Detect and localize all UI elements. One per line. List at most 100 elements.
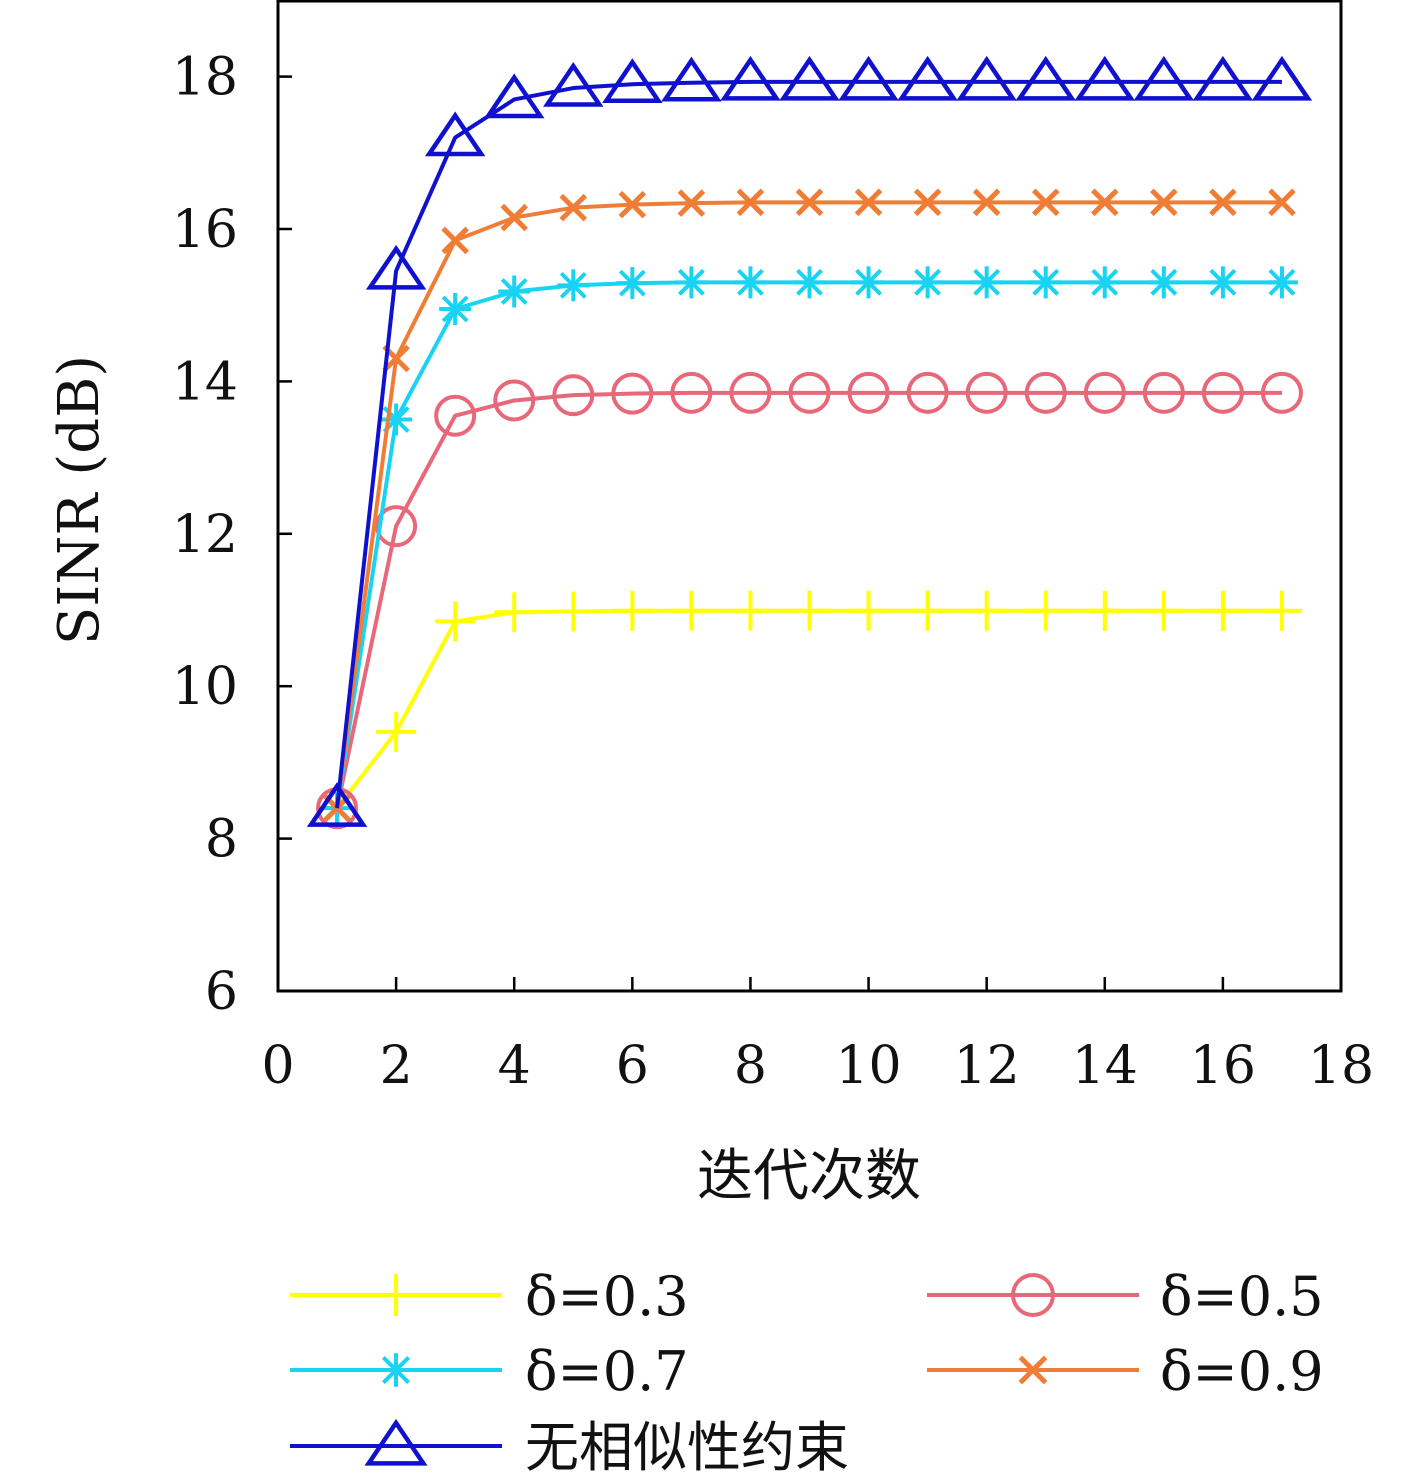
triangle-marker — [424, 111, 486, 157]
star-marker — [1265, 266, 1298, 299]
legend-item: δ=0.7 — [290, 1340, 689, 1403]
legend-label: δ=0.9 — [1160, 1340, 1324, 1403]
legend-label: 无相似性约束 — [525, 1416, 849, 1479]
y-tick-label: 16 — [172, 200, 238, 260]
triangle-marker — [779, 55, 840, 101]
x-marker — [1018, 1355, 1048, 1385]
plus-marker — [612, 590, 653, 631]
circle-marker — [1142, 371, 1185, 414]
y-axis-title: SINR (dB) — [47, 355, 112, 645]
series-line — [335, 280, 1282, 809]
star-marker — [734, 266, 767, 299]
legend-item: δ=0.9 — [927, 1340, 1324, 1403]
triangle-marker — [1251, 55, 1313, 101]
plus-marker — [375, 1274, 417, 1316]
star-marker — [1029, 266, 1062, 299]
x-tick-label: 0 — [261, 1036, 294, 1096]
circle-marker — [670, 371, 713, 414]
circle-marker — [847, 371, 890, 414]
circle-marker — [375, 505, 418, 548]
series-3 — [323, 188, 1296, 822]
x-tick-label: 6 — [616, 1036, 649, 1096]
circle-marker — [906, 371, 949, 414]
series-1 — [316, 371, 1303, 830]
circle-marker — [1260, 371, 1303, 414]
series-line — [335, 79, 1282, 809]
triangle-marker — [364, 1418, 428, 1466]
x-tick-label: 10 — [835, 1036, 901, 1096]
triangle-marker — [661, 56, 722, 102]
legend: δ=0.3 δ=0.5 δ=0.7 δ=0.9 无相似性约束 — [290, 1265, 1324, 1479]
circle-marker — [1011, 1273, 1055, 1317]
circle-marker — [611, 372, 654, 415]
plus-marker — [435, 601, 476, 642]
plus-marker — [730, 590, 771, 631]
x-marker — [559, 193, 588, 222]
x-marker — [677, 189, 706, 217]
legend-label: δ=0.5 — [1160, 1265, 1324, 1328]
x-marker — [913, 188, 942, 217]
y-tick-label: 12 — [172, 505, 238, 565]
star-marker — [793, 266, 826, 299]
plus-marker — [376, 711, 417, 752]
plus-marker — [1025, 590, 1066, 631]
plot-frame — [276, 0, 1343, 993]
y-tick-label: 18 — [172, 48, 238, 108]
star-marker — [439, 293, 472, 326]
legend-label: δ=0.7 — [525, 1340, 689, 1403]
x-marker — [972, 188, 1001, 217]
legend-item: δ=0.3 — [290, 1265, 689, 1328]
x-axis-title: 迭代次数 — [697, 1144, 921, 1209]
x-tick-label: 18 — [1308, 1036, 1374, 1096]
triangle-marker — [306, 782, 368, 827]
star-marker — [616, 267, 649, 300]
triangle-marker — [483, 73, 545, 119]
plus-marker — [966, 590, 1007, 631]
legend-label: δ=0.3 — [525, 1265, 689, 1328]
x-marker — [736, 188, 765, 217]
triangle-marker — [720, 55, 781, 101]
x-marker — [1268, 188, 1296, 217]
series-2 — [321, 266, 1298, 825]
x-marker — [441, 226, 469, 255]
star-marker — [557, 269, 590, 302]
axis-tick-labels: 0 2 4 6 8 10 12 14 16 18 6 8 10 12 14 16 18 — [172, 48, 1374, 1096]
x-tick-label: 16 — [1190, 1036, 1256, 1096]
axis-ticks — [276, 75, 1343, 993]
star-marker — [1147, 266, 1180, 299]
plus-marker — [848, 590, 889, 631]
triangle-marker — [1074, 55, 1136, 101]
star-marker — [1206, 266, 1239, 299]
series-4 — [306, 55, 1313, 827]
circle-marker — [552, 374, 595, 417]
plus-marker — [1202, 590, 1243, 631]
circle-marker — [729, 371, 772, 414]
x-marker — [1150, 188, 1178, 217]
series-line — [335, 608, 1282, 810]
triangle-marker — [602, 58, 663, 103]
circle-marker — [434, 394, 477, 437]
triangle-marker — [1192, 55, 1254, 101]
plot-lines — [306, 55, 1313, 830]
x-marker — [854, 188, 883, 217]
x-marker — [618, 190, 647, 219]
x-tick-label: 8 — [734, 1036, 767, 1096]
plus-marker — [1143, 590, 1184, 631]
y-tick-label: 6 — [205, 962, 238, 1022]
triangle-marker — [365, 244, 427, 290]
x-tick-label: 4 — [498, 1036, 531, 1096]
star-marker — [852, 266, 885, 299]
circle-marker — [493, 379, 536, 422]
star-marker — [498, 275, 531, 308]
triangle-marker — [1015, 55, 1076, 101]
circle-marker — [965, 371, 1008, 414]
circle-marker — [788, 371, 831, 414]
star-marker — [1088, 266, 1121, 299]
legend-item: δ=0.5 — [927, 1265, 1324, 1328]
plus-marker — [671, 590, 712, 631]
circle-marker — [1083, 371, 1126, 414]
x-marker — [500, 203, 528, 232]
series-0 — [317, 590, 1302, 829]
y-tick-label: 14 — [172, 352, 238, 412]
